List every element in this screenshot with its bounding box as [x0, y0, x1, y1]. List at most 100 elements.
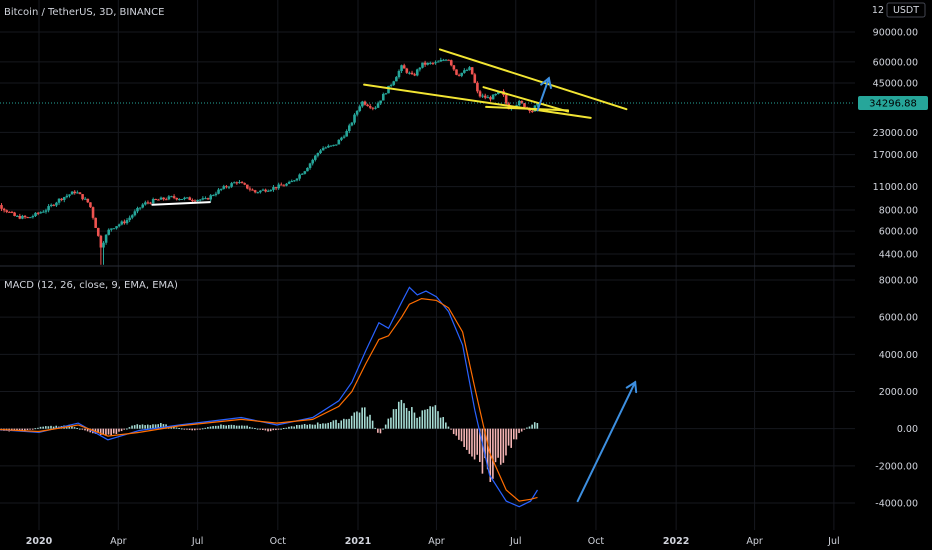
trendline-drawing[interactable]: [438, 48, 628, 111]
macd-histogram-bar: [24, 428, 26, 431]
price-candle-body: [60, 198, 63, 200]
macd-histogram-bar: [73, 427, 76, 429]
price-candle-body: [334, 144, 338, 146]
price-axis[interactable]: 90000.00 60000.00 45000.00 23000.00 17000.00…: [873, 28, 918, 510]
macd-histogram-bar: [212, 426, 214, 429]
price-candle-body: [410, 72, 414, 75]
price-candle-body: [285, 183, 288, 186]
macd-histogram-bar: [34, 428, 37, 430]
drawing-annotations[interactable]: [151, 48, 638, 503]
price-candle-body: [504, 95, 508, 104]
price-candle-body: [193, 200, 197, 202]
macd-axis-label: -2000.00: [875, 461, 918, 472]
macd-histogram-bar: [306, 424, 309, 429]
time-axis-label: Jul: [827, 536, 839, 547]
price-panel[interactable]: [0, 57, 855, 265]
macd-axis-label: -4000.00: [875, 499, 918, 510]
currency-box: [886, 2, 926, 18]
price-candle-body: [31, 216, 35, 218]
price-candle-body: [523, 103, 526, 108]
price-candle-body: [206, 198, 210, 200]
price-candle-body: [363, 101, 367, 105]
price-candle-body: [353, 114, 356, 123]
currency-selector[interactable]: 12 USDT: [872, 2, 926, 18]
macd-panel[interactable]: [0, 286, 539, 508]
price-candle-body: [405, 68, 409, 73]
price-candle-body: [86, 198, 90, 203]
macd-histogram-bar: [502, 428, 505, 463]
macd-histogram-bar: [413, 412, 416, 429]
macd-histogram-bar: [460, 428, 463, 442]
trendline-drawing[interactable]: [363, 83, 592, 119]
time-axis-label: Oct: [588, 536, 605, 547]
price-candle-body: [489, 97, 492, 100]
price-candle-body: [465, 70, 469, 72]
price-candle-body: [91, 207, 95, 218]
macd-histogram-bar: [199, 428, 201, 430]
price-candle-body: [68, 194, 71, 196]
macd-histogram-bar: [214, 425, 217, 429]
macd-histogram-bar: [361, 407, 363, 429]
macd-axis-label: 2000.00: [879, 387, 918, 398]
price-candle-body: [73, 191, 77, 194]
macd-histogram-bar: [173, 426, 175, 429]
time-axis-label: 2021: [345, 536, 371, 547]
macd-histogram-bar: [112, 428, 115, 434]
macd-histogram-bar: [473, 428, 476, 460]
last-price-label: 34296.88: [869, 98, 917, 109]
macd-histogram-bar: [395, 409, 397, 429]
arrow-drawing[interactable]: [536, 77, 550, 112]
macd-histogram-bar: [160, 422, 162, 429]
price-candle-body: [421, 62, 424, 68]
macd-histogram-bar: [348, 418, 350, 429]
macd-histogram-bar: [337, 423, 340, 429]
arrow-drawing[interactable]: [576, 381, 637, 503]
macd-histogram-bar: [295, 425, 298, 429]
price-candle-body: [337, 139, 341, 145]
price-candle-body: [259, 190, 262, 193]
macd-histogram-bar: [303, 423, 306, 429]
macd-histogram-bar: [533, 422, 536, 429]
macd-histogram-bar: [463, 428, 465, 447]
trendline-drawing[interactable]: [485, 105, 570, 112]
macd-histogram-bar: [322, 423, 324, 429]
currency-prefix: 12: [872, 5, 884, 16]
price-candle-body: [99, 235, 103, 248]
price-candle-body: [154, 199, 158, 201]
price-candle-body: [426, 62, 430, 65]
price-candle-body: [468, 67, 471, 71]
macd-histogram-bar: [358, 412, 361, 429]
macd-histogram-bar: [319, 423, 322, 429]
macd-histogram-bar: [107, 428, 110, 435]
trendline-drawing[interactable]: [482, 86, 570, 113]
macd-histogram-bar: [366, 416, 369, 429]
price-candle-body: [162, 197, 165, 200]
price-candle-body: [520, 101, 524, 104]
last-price-box: [858, 95, 928, 110]
macd-histogram-bar: [397, 401, 400, 429]
macd-histogram-bar: [149, 425, 152, 429]
macd-histogram-bar: [484, 428, 486, 459]
price-candle-body: [217, 189, 220, 194]
price-candle-body: [392, 81, 396, 85]
macd-histogram-bar: [497, 428, 499, 458]
price-candle-body: [329, 145, 333, 147]
price-candle-body: [5, 210, 9, 212]
macd-histogram-bar: [118, 428, 120, 432]
time-axis[interactable]: 2020 Apr Jul Oct 2021 Apr Jul Oct 2022 Apr Jul: [26, 536, 840, 547]
price-candle-body: [112, 228, 116, 230]
price-candle-body: [138, 207, 142, 209]
macd-histogram-bar: [241, 425, 243, 429]
trendline-drawing[interactable]: [151, 201, 211, 206]
macd-histogram-bar: [248, 426, 251, 429]
price-candle-body: [133, 211, 137, 216]
price-candle-body: [256, 192, 260, 194]
macd-histogram-bar: [528, 426, 531, 429]
macd-histogram-bar: [201, 428, 204, 430]
price-candle-body: [350, 122, 354, 126]
price-candle-body: [473, 74, 477, 83]
price-candle-body: [293, 180, 296, 182]
price-candle-body: [311, 159, 314, 164]
price-candle-body: [167, 196, 171, 200]
